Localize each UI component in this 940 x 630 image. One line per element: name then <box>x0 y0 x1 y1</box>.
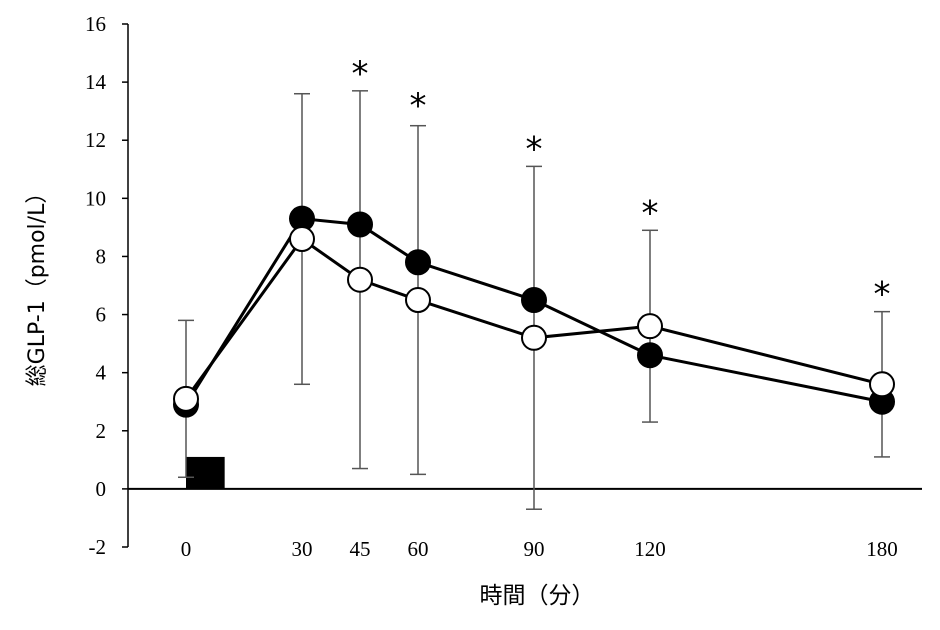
y-tick-label: 0 <box>96 477 107 501</box>
open-point <box>347 266 373 293</box>
y-tick-label: 2 <box>96 419 107 443</box>
x-tick-label: 60 <box>408 537 429 561</box>
x-tick-label: 90 <box>524 537 545 561</box>
significance-markers: * * * * * <box>352 54 891 315</box>
meal-bar <box>186 456 225 489</box>
meal-intake-bar <box>186 456 225 489</box>
y-tick-label: -2 <box>89 535 107 559</box>
filled-point <box>521 287 547 314</box>
filled-point <box>405 249 431 276</box>
x-tick-label: 120 <box>634 537 666 561</box>
open-point <box>869 371 895 398</box>
open-point <box>405 287 431 314</box>
significance-star: * <box>352 54 369 94</box>
significance-star: * <box>874 275 891 315</box>
significance-star: * <box>642 193 659 233</box>
filled-point <box>347 211 373 238</box>
open-point <box>637 313 663 340</box>
y-tick-label: 8 <box>96 244 107 268</box>
y-tick-label: 14 <box>85 70 107 94</box>
y-tick-label: 10 <box>85 186 106 210</box>
x-axis: 0 30 45 60 90 120 180 <box>128 487 922 561</box>
y-tick-label: 4 <box>96 361 107 385</box>
y-tick-label: 12 <box>85 128 106 152</box>
open-point <box>173 385 199 412</box>
y-tick-label: 6 <box>96 303 107 327</box>
x-tick-label: 45 <box>350 537 371 561</box>
y-axis-label: 総GLP-1（pmol/L） <box>25 182 50 387</box>
open-point <box>521 324 547 351</box>
x-tick-label: 180 <box>866 537 898 561</box>
x-tick-label: 30 <box>292 537 313 561</box>
x-axis-label: 時間（分） <box>480 583 595 609</box>
data-points <box>173 205 895 418</box>
open-point <box>289 226 315 253</box>
y-tick-label: 16 <box>85 12 106 36</box>
x-tick-label: 0 <box>181 537 192 561</box>
y-axis: -2 0 2 4 6 8 10 12 14 16 <box>85 12 129 559</box>
significance-star: * <box>410 86 427 126</box>
filled-point <box>637 342 663 369</box>
significance-star: * <box>526 129 543 169</box>
